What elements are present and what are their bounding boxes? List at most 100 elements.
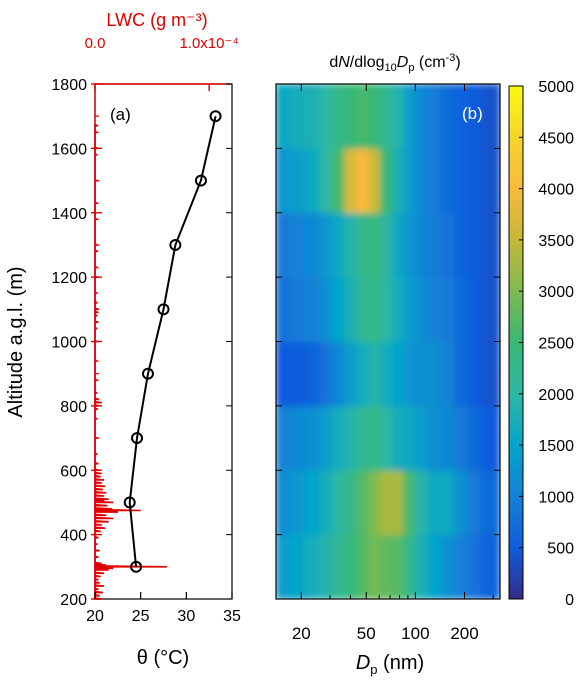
heatmap-cell [276, 534, 291, 599]
x-axis-ticks-top: 0.0 1.0x10⁻⁴ [85, 35, 239, 91]
heatmap-cell [427, 469, 443, 536]
heatmap-cell [467, 212, 483, 278]
heatmap-cell [414, 276, 429, 342]
heatmap-cell [289, 212, 306, 278]
heatmap-x-tick-label: 50 [357, 624, 376, 643]
heatmap-cell [441, 534, 456, 599]
heatmap-cell [441, 84, 456, 149]
panel-a-frame [94, 83, 233, 600]
heatmap-cell [467, 534, 483, 599]
heatmap-cell [391, 534, 405, 599]
heatmap-cell [414, 147, 429, 214]
heatmap-cell [454, 84, 469, 149]
heatmap-x-ticks: 20 50 100 200 [292, 84, 494, 643]
y-axis-label: Altitude a.g.l. (m) [5, 266, 27, 417]
top-axis-label: LWC (g m⁻³) [106, 10, 207, 30]
heatmap-cell [427, 341, 443, 407]
theta-point [157, 303, 170, 316]
heatmap-cell [368, 276, 381, 342]
heatmap-cell [276, 469, 291, 536]
heatmap-cell [319, 534, 333, 599]
heatmap-title: dN/dlog10Dp (cm-3) [329, 52, 460, 74]
heatmap-cell [441, 341, 456, 407]
lwc-series [94, 124, 167, 600]
heatmap-cell [379, 469, 393, 536]
heatmap-cell [481, 405, 500, 471]
heatmap-cell [276, 84, 291, 149]
heatmap-cell [289, 469, 306, 536]
heatmap-cell [379, 341, 393, 407]
heatmap-cell [356, 276, 370, 342]
heatmap-cell [454, 469, 469, 536]
heatmap-cells [276, 84, 500, 599]
heatmap-cell [403, 534, 416, 599]
theta-point [209, 110, 222, 123]
heatmap-x-tick-label: 20 [292, 624, 311, 643]
heatmap-cell [414, 341, 429, 407]
heatmap-cell [391, 341, 405, 407]
heatmap-cell [441, 147, 456, 214]
y-tick-label: 1200 [51, 270, 87, 287]
heatmap-cell [427, 84, 443, 149]
heatmap-cell [467, 341, 483, 407]
x-tick-label: 35 [223, 608, 241, 625]
heatmap-cell [331, 469, 346, 536]
x-axis-ticks-bottom: 20 25 30 35 [86, 592, 241, 625]
heatmap-cell [441, 405, 456, 471]
heatmap-cell [403, 405, 416, 471]
heatmap-cell [289, 84, 306, 149]
heatmap-cell [403, 341, 416, 407]
heatmap-cell [427, 405, 443, 471]
heatmap-cell [304, 84, 321, 149]
panel-b: 20 50 100 200 (b) dN/dlog10Dp (cm-3) Dp (nm… [275, 52, 574, 677]
colorbar-tick-label: 5000 [538, 79, 574, 96]
heatmap-cell [276, 212, 291, 278]
heatmap-cell [454, 212, 469, 278]
heatmap-cell [289, 341, 306, 407]
heatmap-cell [481, 212, 500, 278]
heatmap-x-tick-label: 200 [450, 624, 478, 643]
heatmap-cell [331, 405, 346, 471]
colorbar-tick-label: 1000 [538, 489, 574, 506]
heatmap-cell [319, 405, 333, 471]
heatmap-cell [344, 84, 358, 149]
heatmap-cell [331, 212, 346, 278]
heatmap-cell [368, 147, 381, 214]
heatmap-x-label: Dp (nm) [356, 652, 424, 677]
top-tick-label: 1.0x10⁻⁴ [179, 35, 238, 52]
heatmap-cell [379, 84, 393, 149]
panel-a: 200 400 600 800 1000 1200 1400 1600 1800 20 25 30 3… [5, 10, 241, 669]
heatmap-cell [304, 405, 321, 471]
heatmap-cell [319, 469, 333, 536]
heatmap-cell [427, 147, 443, 214]
heatmap-cell [467, 469, 483, 536]
heatmap-cell [391, 405, 405, 471]
heatmap-cell [344, 212, 358, 278]
y-tick-label: 1400 [51, 206, 87, 223]
colorbar-tick-label: 500 [547, 541, 574, 558]
y-tick-label: 600 [60, 463, 87, 480]
bottom-axis-label: θ (°C) [137, 647, 189, 669]
heatmap-cell [379, 534, 393, 599]
heatmap-cell [427, 276, 443, 342]
heatmap-cell [356, 341, 370, 407]
colorbar-tick-label: 1500 [538, 438, 574, 455]
heatmap-cell [379, 276, 393, 342]
y-tick-label: 200 [60, 592, 87, 609]
heatmap-cell [403, 276, 416, 342]
heatmap-cell [344, 534, 358, 599]
heatmap-cell [368, 469, 381, 536]
heatmap-cell [356, 84, 370, 149]
heatmap-cell [356, 469, 370, 536]
theta-point [194, 174, 207, 187]
heatmap-cell [481, 147, 500, 214]
heatmap-cell [368, 212, 381, 278]
heatmap-cell [331, 534, 346, 599]
heatmap-cell [331, 84, 346, 149]
heatmap-cell [319, 276, 333, 342]
heatmap-cell [379, 147, 393, 214]
heatmap-cell [276, 405, 291, 471]
heatmap-cell [289, 276, 306, 342]
heatmap-cell [276, 276, 291, 342]
colorbar-ticks: 0 500 1000 1500 2000 2500 3000 3500 4000 4500 5000 [519, 79, 574, 609]
